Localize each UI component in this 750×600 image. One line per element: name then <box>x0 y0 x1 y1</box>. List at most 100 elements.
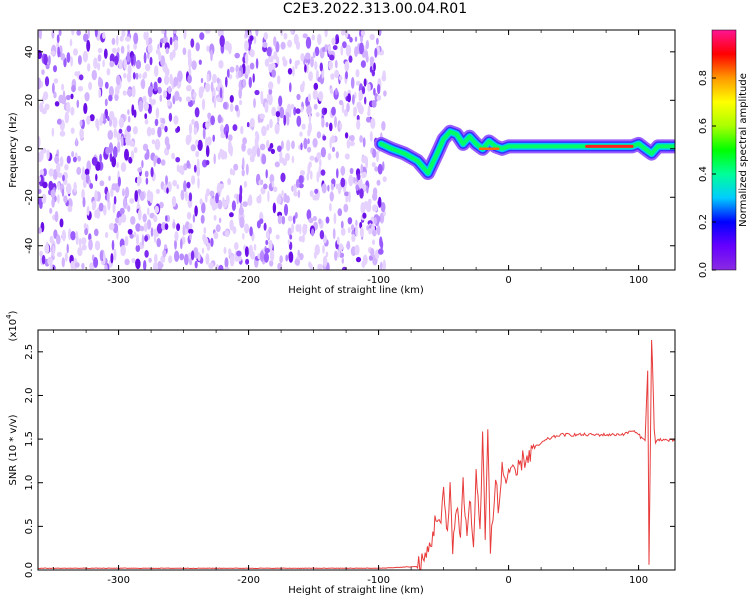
noise-speckle <box>291 30 294 34</box>
noise-speckle <box>256 147 261 158</box>
noise-speckle <box>322 255 328 267</box>
noise-speckle <box>145 177 149 185</box>
noise-speckle <box>380 202 386 213</box>
noise-speckle <box>345 195 349 203</box>
noise-speckle <box>353 106 358 116</box>
noise-speckle <box>57 172 63 178</box>
noise-speckle <box>297 189 301 199</box>
noise-speckle <box>72 156 77 163</box>
noise-speckle <box>65 183 72 195</box>
spectrogram-x-tick-label: 0 <box>505 275 511 286</box>
noise-speckle <box>127 44 130 51</box>
noise-speckle <box>164 244 168 250</box>
snr-y-tick-label: 0.5 <box>24 518 35 534</box>
noise-speckle <box>325 121 329 128</box>
snr-y-multiplier: (x104) <box>5 310 19 341</box>
noise-speckle <box>347 227 351 234</box>
noise-speckle <box>192 91 197 98</box>
noise-speckle <box>195 42 200 52</box>
noise-speckle <box>300 53 305 62</box>
noise-speckle <box>111 239 115 251</box>
noise-speckle <box>231 169 236 176</box>
noise-speckle <box>102 31 106 40</box>
noise-speckle <box>149 193 153 204</box>
noise-speckle <box>133 231 137 238</box>
noise-speckle <box>244 223 250 234</box>
noise-speckle <box>94 190 98 202</box>
noise-speckle <box>190 250 195 261</box>
noise-speckle <box>297 249 300 258</box>
noise-speckle <box>205 159 210 166</box>
noise-speckle <box>277 215 283 225</box>
noise-speckle <box>102 59 105 68</box>
noise-speckle <box>54 101 60 107</box>
noise-speckle <box>67 205 73 213</box>
noise-speckle <box>215 224 221 233</box>
noise-speckle <box>167 85 172 95</box>
noise-speckle <box>77 55 82 65</box>
noise-speckle <box>302 33 308 39</box>
noise-speckle <box>116 34 119 46</box>
noise-speckle <box>232 124 238 131</box>
noise-speckle <box>272 202 277 214</box>
noise-speckle <box>242 233 245 240</box>
noise-speckle <box>195 150 200 158</box>
noise-speckle <box>89 262 95 270</box>
noise-speckle <box>330 135 336 144</box>
noise-speckle <box>46 149 50 160</box>
noise-speckle <box>379 212 385 224</box>
noise-speckle <box>311 228 315 237</box>
noise-speckle <box>202 127 206 140</box>
noise-speckle <box>138 100 144 113</box>
noise-speckle <box>276 195 282 204</box>
noise-speckle <box>173 115 179 125</box>
noise-speckle <box>382 176 387 183</box>
noise-speckle <box>182 224 185 236</box>
noise-speckle <box>240 202 243 214</box>
noise-speckle <box>120 135 124 148</box>
noise-speckle <box>94 30 98 38</box>
noise-speckle <box>157 262 164 269</box>
noise-speckle <box>164 74 170 86</box>
noise-speckle <box>334 59 338 69</box>
noise-speckle <box>106 191 110 203</box>
noise-speckle <box>264 247 270 254</box>
noise-speckle <box>71 151 75 158</box>
noise-speckle <box>205 137 209 149</box>
spectrogram-y-tick-label: -40 <box>24 238 35 254</box>
noise-speckle <box>317 263 323 270</box>
noise-speckle <box>86 205 90 216</box>
noise-speckle <box>168 112 173 122</box>
noise-speckle <box>95 173 98 182</box>
noise-speckle <box>212 73 217 84</box>
noise-speckle <box>242 157 245 169</box>
noise-speckle <box>216 96 222 103</box>
noise-speckle <box>308 161 312 169</box>
noise-speckle <box>228 134 233 142</box>
noise-speckle <box>91 200 97 210</box>
noise-speckle <box>215 192 219 204</box>
noise-speckle <box>365 50 369 61</box>
noise-speckle <box>150 227 154 237</box>
noise-speckle <box>298 175 304 184</box>
noise-speckle <box>187 56 192 68</box>
noise-speckle <box>300 170 305 176</box>
noise-speckle <box>355 80 361 86</box>
noise-speckle <box>308 113 312 123</box>
noise-speckle <box>335 151 339 159</box>
noise-speckle <box>120 162 127 173</box>
noise-speckle <box>325 251 329 258</box>
noise-speckle <box>213 96 217 109</box>
noise-speckle <box>133 42 138 50</box>
noise-speckle <box>96 122 100 132</box>
noise-speckle <box>190 144 196 152</box>
noise-speckle <box>191 89 194 96</box>
noise-speckle <box>109 60 115 68</box>
noise-speckle <box>290 103 295 110</box>
noise-speckle <box>249 226 253 237</box>
noise-speckle <box>302 223 307 236</box>
noise-speckle <box>327 184 330 192</box>
snr-y-tick-label: 2.5 <box>24 344 35 360</box>
noise-speckle <box>41 193 47 204</box>
noise-speckle <box>307 138 310 145</box>
